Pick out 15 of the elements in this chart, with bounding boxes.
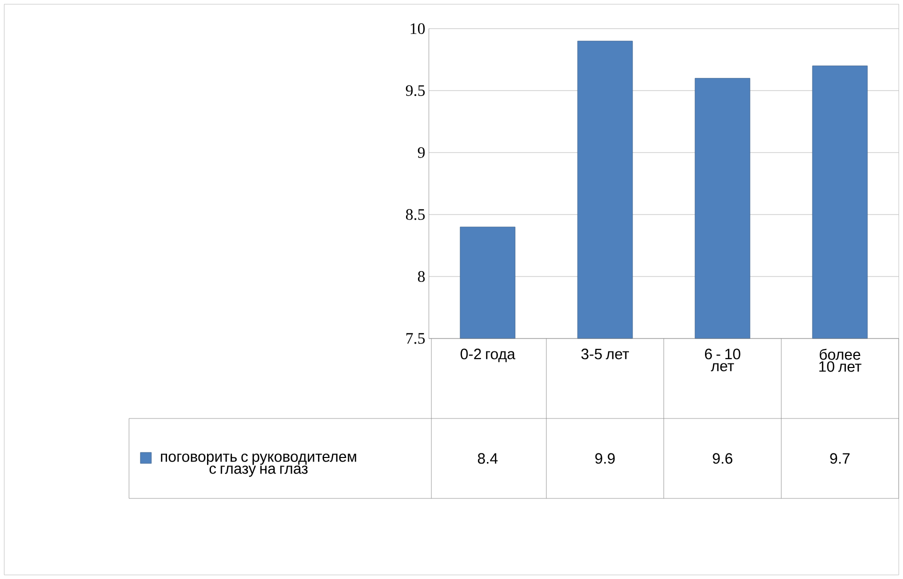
x-tick-label: 3-5 лет [581, 348, 629, 360]
data-label: 8.4 [478, 453, 498, 464]
data-label: 9.9 [595, 453, 615, 464]
y-tick-label: 7.5 [406, 333, 425, 344]
x-tick-label: 6 - 10 лет [704, 348, 740, 372]
y-tick-label: 9 [418, 147, 425, 158]
y-tick-label: 8.5 [406, 209, 425, 220]
data-label: 9.7 [830, 453, 850, 464]
x-tick-label: более 10 лет [819, 348, 862, 372]
data-label: 9.6 [712, 453, 732, 464]
y-tick-label: 10 [410, 23, 425, 34]
x-tick-label: 0-2 года [460, 348, 516, 362]
y-tick-label: 8 [418, 271, 425, 282]
y-tick-label: 9.5 [406, 85, 425, 96]
legend-label: поговорить с руководителем с глазу на глаз [160, 454, 356, 477]
